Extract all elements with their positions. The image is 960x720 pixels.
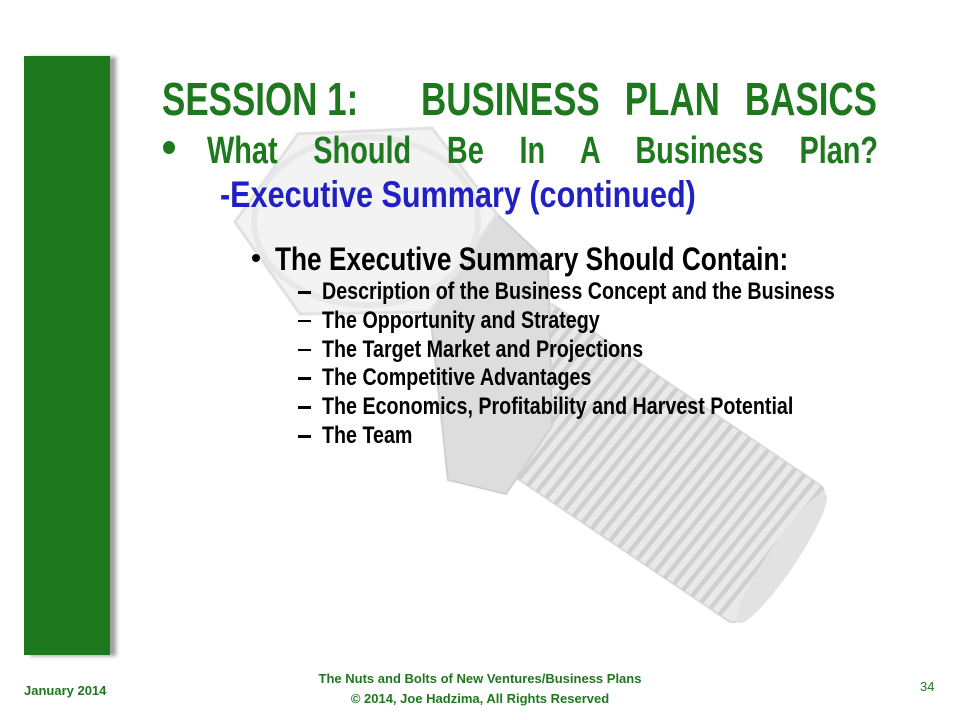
list-item-text: The Team — [322, 421, 413, 449]
bolt-thread — [554, 375, 660, 505]
page-number: 34 — [920, 679, 935, 694]
bolt-thread — [700, 473, 806, 604]
slide-title-topic: BUSINESS PLAN BASICS — [421, 73, 877, 125]
sidebar-bar — [24, 56, 110, 655]
section-lead: The Executive Summary Should Contain: — [275, 241, 789, 277]
dash-icon — [298, 319, 311, 323]
bolt-head-chamfer — [251, 134, 481, 308]
bolt-thread — [709, 480, 815, 610]
dash-icon — [298, 291, 311, 294]
slide-heading: What Should Be In A Business Plan? — [207, 130, 879, 172]
bolt-tip — [736, 492, 828, 624]
bolt-thread — [581, 393, 688, 524]
section-points-list: Description of the Business Concept and … — [298, 278, 898, 451]
bolt-thread — [672, 455, 779, 585]
footer-credits: The Nuts and Bolts of New Ventures/Busin… — [280, 669, 680, 709]
bolt-thread — [545, 369, 651, 499]
bolt-thread — [563, 381, 669, 511]
bolt-thread — [526, 357, 633, 487]
bolt-thread — [535, 363, 642, 493]
bullet-icon — [252, 254, 260, 262]
footer-date: January 2014 — [24, 683, 107, 698]
bolt-thread — [663, 449, 770, 579]
slide-title-session: SESSION 1: — [162, 73, 359, 125]
bolt-thread — [654, 443, 761, 573]
list-item-text: The Target Market and Projections — [322, 335, 644, 363]
bolt-thread — [608, 412, 715, 542]
dash-icon — [298, 348, 311, 352]
bolt-thread — [690, 467, 797, 598]
slide-subheading: -Executive Summary (continued) — [220, 173, 696, 215]
list-item: Description of the Business Concept and … — [298, 278, 898, 307]
bolt-thread — [590, 400, 697, 530]
list-item-text: The Opportunity and Strategy — [322, 306, 600, 334]
dash-icon — [298, 406, 311, 409]
list-item: The Target Market and Projections — [298, 336, 898, 365]
bolt-thread — [681, 461, 788, 591]
bolt-thread — [627, 424, 733, 555]
bolt-head-top — [233, 126, 499, 316]
dash-icon — [298, 434, 311, 438]
bolt-thread — [599, 406, 706, 536]
list-item: The Economics, Profitability and Harvest… — [298, 393, 898, 422]
bolt-icon — [233, 126, 828, 624]
list-item: The Opportunity and Strategy — [298, 307, 898, 336]
footer-copyright: © 2014, Joe Hadzima, All Rights Reserved — [350, 691, 610, 706]
list-item-text: The Competitive Advantages — [322, 364, 592, 392]
bolt-thread — [636, 430, 742, 561]
list-item-text: The Economics, Profitability and Harvest… — [322, 393, 794, 421]
bolt-thread — [617, 418, 724, 548]
list-item: The Team — [298, 422, 898, 451]
footer-course-title: The Nuts and Bolts of New Ventures/Busin… — [318, 671, 642, 686]
dash-icon — [298, 377, 311, 380]
bolt-thread — [645, 436, 751, 567]
bullet-icon — [163, 141, 175, 154]
list-item-text: Description of the Business Concept and … — [322, 278, 835, 305]
list-item: The Competitive Advantages — [298, 364, 898, 393]
bolt-thread — [572, 387, 678, 518]
bolt-thread — [517, 350, 624, 481]
